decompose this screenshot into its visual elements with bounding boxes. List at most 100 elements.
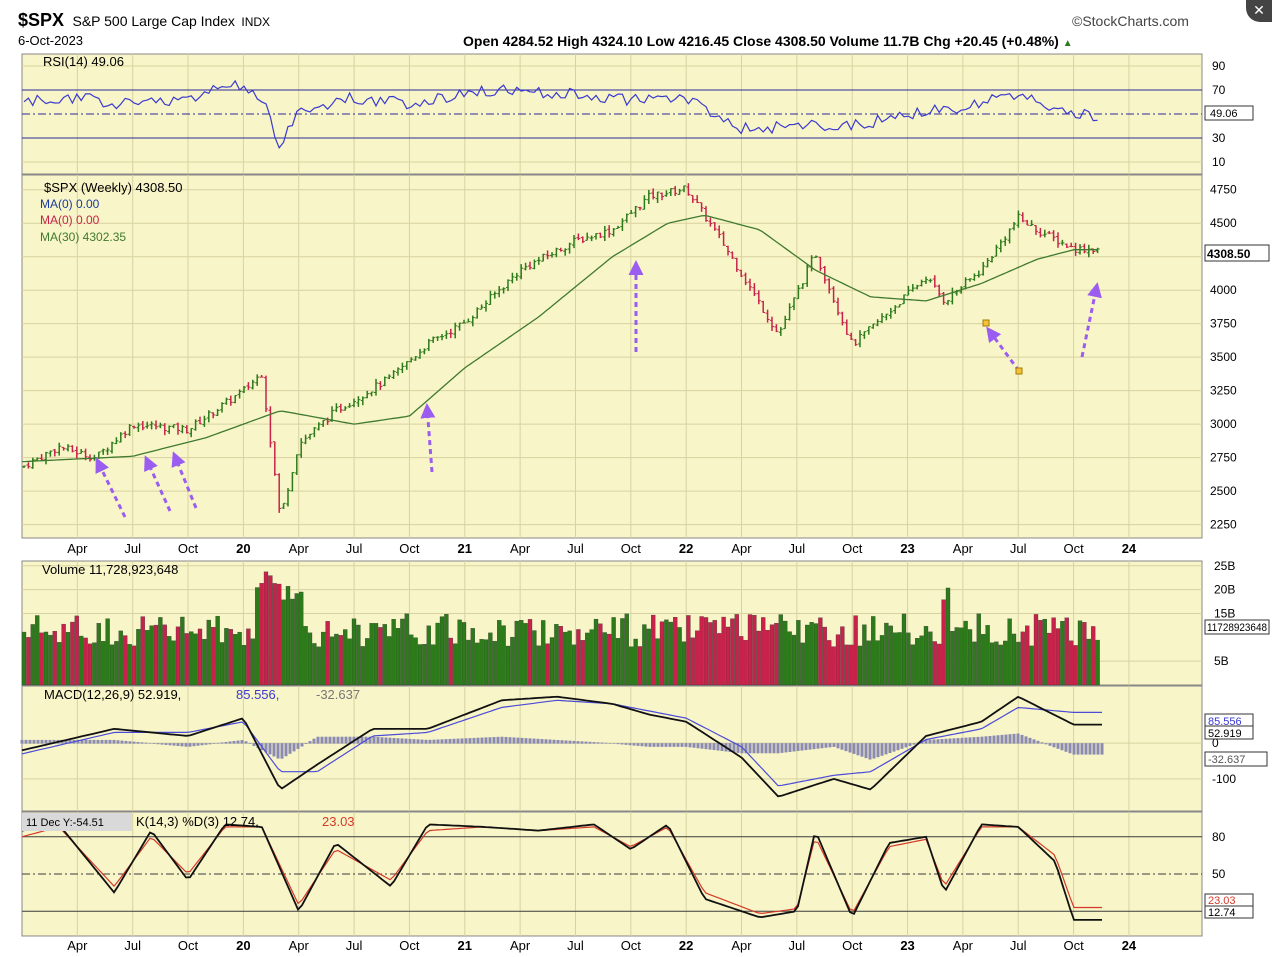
volume-bar <box>347 638 352 686</box>
macd-hist-bar <box>80 739 84 744</box>
macd-hist-bar <box>824 743 828 748</box>
macd-hist-bar <box>68 739 72 744</box>
volume-bar <box>321 631 326 686</box>
macd-hist-bar <box>972 737 976 744</box>
volume-bar <box>818 617 823 686</box>
volume-bar <box>1091 626 1096 686</box>
quote-line: Open 4284.52 High 4324.10 Low 4216.45 Cl… <box>463 33 1073 49</box>
brand-name: StockCharts.com <box>1082 13 1189 29</box>
macd-hist-bar <box>112 739 116 744</box>
volume-bar <box>959 627 964 686</box>
volume-bar <box>167 636 172 686</box>
volume-bar <box>1082 622 1087 686</box>
macd-hist-bar <box>464 738 468 744</box>
chart-date: 6-Oct-2023 <box>18 33 84 48</box>
volume-bar <box>734 614 739 686</box>
macd-hist-bar <box>448 738 452 744</box>
volume-bar <box>391 619 396 686</box>
macd-hist-bar <box>988 735 992 744</box>
volume-bar <box>1095 639 1100 686</box>
macd-hist-bar <box>948 738 952 744</box>
volume-bar <box>739 636 744 686</box>
volume-bar <box>1038 620 1043 686</box>
volume-bar <box>642 624 647 686</box>
macd-hist-bar <box>128 741 132 744</box>
annotation-arrow <box>420 403 436 473</box>
macd-hist-bar <box>160 743 164 745</box>
volume-bar <box>497 620 502 686</box>
x-tick-label: Oct <box>1063 541 1084 556</box>
volume-bar <box>101 641 106 686</box>
macd-hist-bar <box>752 743 756 754</box>
macd-panel <box>21 685 1203 812</box>
volume-bar <box>233 634 238 686</box>
price-tick-label: 3750 <box>1210 317 1237 331</box>
macd-hist-bar <box>816 743 820 749</box>
macd-hist-bar <box>312 738 316 744</box>
macd-hist-bar <box>716 743 720 751</box>
volume-bar <box>796 620 801 686</box>
volume-bar <box>668 621 673 686</box>
price-tick-label: 3250 <box>1210 384 1237 398</box>
macd-hist-bar <box>896 743 900 751</box>
macd-hist-bar <box>444 739 448 744</box>
volume-bar <box>96 623 101 686</box>
macd-hist-bar <box>832 743 836 747</box>
macd-tick-label: -100 <box>1212 772 1236 786</box>
x-tick-label: Jul <box>789 938 806 953</box>
macd-hist-bar <box>28 739 32 744</box>
macd-hist-bar <box>1084 743 1088 755</box>
macd-hist-bar <box>936 739 940 744</box>
volume-bar <box>866 640 871 686</box>
macd-hist-bar <box>320 736 324 744</box>
volume-bar <box>514 620 519 686</box>
volume-bar <box>598 623 603 686</box>
volume-bar <box>567 630 572 686</box>
macd-hist-bar <box>224 741 228 744</box>
macd-hist-bar <box>952 738 956 744</box>
volume-bars <box>21 571 1100 686</box>
volume-bar <box>1055 628 1061 686</box>
macd-hist-bar <box>748 743 752 754</box>
macd-hist-bar <box>940 738 944 744</box>
volume-bar <box>219 642 225 686</box>
volume-bar <box>1029 645 1034 686</box>
macd-hist-bar <box>424 739 428 744</box>
macd-hist-bar <box>640 743 644 747</box>
volume-bar <box>743 639 748 686</box>
macd-hist-bar <box>644 743 648 747</box>
volume-tick-label: 15B <box>1214 606 1235 620</box>
volume-bar <box>1064 617 1069 686</box>
macd-hist-bar <box>1052 743 1056 748</box>
macd-hist-bar <box>984 736 988 744</box>
volume-bar <box>849 644 854 686</box>
volume-bar <box>404 613 409 686</box>
volume-bar <box>356 624 361 686</box>
volume-bar <box>202 639 207 686</box>
macd-current-box: 52.919 <box>1204 725 1254 740</box>
volume-bar <box>26 637 31 686</box>
volume-bar <box>875 640 880 686</box>
volume-bar <box>585 632 590 686</box>
volume-bar <box>563 631 568 686</box>
macd-hist-bar <box>284 743 288 757</box>
close-icon[interactable]: ✕ <box>1246 0 1272 22</box>
volume-bar <box>263 571 269 686</box>
price-current-label: 4308.50 <box>1207 247 1251 261</box>
volume-bar <box>893 632 898 686</box>
volume-bar <box>193 633 198 686</box>
macd-hist-bar <box>520 737 524 744</box>
macd-hist-bar <box>148 743 152 744</box>
volume-bar <box>844 644 849 686</box>
x-tick-label: Oct <box>621 541 642 556</box>
macd-hist-bar <box>452 738 456 744</box>
volume-bar <box>950 630 955 686</box>
price-tick-label: 4500 <box>1210 216 1237 230</box>
x-tick-label: Jul <box>789 541 806 556</box>
macd-hist-bar <box>1088 743 1092 755</box>
x-tick-label: Oct <box>178 938 199 953</box>
macd-hist-bar <box>688 743 692 748</box>
macd-hist-bar <box>208 743 212 745</box>
volume-bar <box>417 644 423 686</box>
volume-bar <box>624 613 629 686</box>
